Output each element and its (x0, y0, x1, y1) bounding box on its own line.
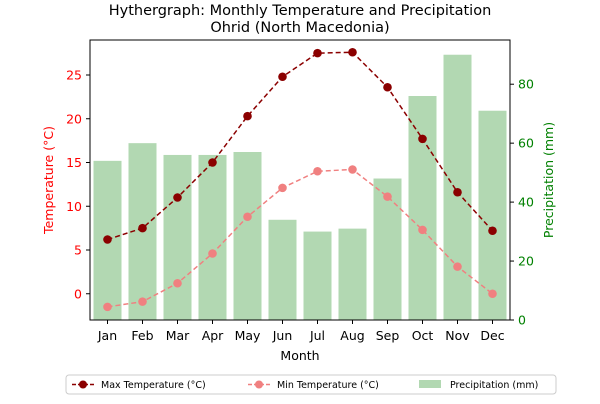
legend-min-temp-marker (255, 380, 263, 389)
right-tick-label-20: 20 (518, 254, 534, 269)
max-temp-point-jan (103, 235, 112, 244)
legend-max-temp-marker (79, 380, 87, 389)
left-axis-label: Temperature (°C) (41, 126, 56, 235)
x-tick-label-may: May (235, 328, 261, 343)
min-temp-point-may (243, 212, 252, 222)
precip-bar-aug (338, 228, 367, 320)
max-temp-point-feb (138, 223, 147, 233)
min-temp-point-nov (453, 262, 462, 271)
max-temp-point-jul (313, 48, 322, 58)
right-axis-label: Precipitation (mm) (541, 122, 556, 238)
max-temp-point-dec (488, 226, 497, 236)
precip-bar-apr (198, 154, 227, 320)
max-temp-point-apr (208, 158, 217, 167)
x-tick-label-feb: Feb (131, 328, 153, 343)
precip-bar-jun (268, 219, 297, 320)
legend-item-precip: Precipitation (mm) (419, 380, 538, 391)
max-temp-point-sep (383, 82, 392, 92)
max-temp-point-jun (278, 72, 287, 82)
max-temp-line (107, 51, 494, 241)
min-temp-point-aug (348, 165, 357, 174)
legend-item-min-temp: Min Temperature (°C) (248, 380, 379, 391)
x-tick-label-jan: Jan (97, 328, 117, 343)
right-tick-label-0: 0 (518, 313, 526, 328)
min-temp-point-apr (208, 249, 217, 258)
x-tick-label-mar: Mar (166, 328, 190, 343)
min-temp-point-dec (488, 289, 497, 299)
x-tick-label-aug: Aug (340, 328, 364, 343)
x-axis-label: Month (280, 348, 319, 363)
left-tick-label-5: 5 (74, 243, 82, 258)
x-tick-label-jul: Jul (309, 328, 325, 343)
legend-precip-label: Precipitation (mm) (450, 380, 538, 391)
min-temp-point-jun (278, 183, 287, 193)
left-tick-label-25: 25 (66, 68, 82, 83)
right-tick-label-40: 40 (518, 195, 534, 210)
right-tick-label-60: 60 (518, 136, 534, 151)
plot-frame (89, 39, 511, 321)
right-tick-label-80: 80 (518, 77, 534, 92)
legend-min-temp-label: Min Temperature (°C) (277, 380, 379, 391)
left-axis: 0 5 10 15 20 25 (66, 68, 90, 301)
precip-bar-mar (163, 154, 192, 320)
min-temp-point-oct (418, 225, 427, 235)
precip-bar-may (233, 152, 262, 320)
legend-max-temp-label: Max Temperature (°C) (101, 380, 206, 391)
precip-bar-jul (303, 231, 332, 320)
x-tick-label-sep: Sep (376, 328, 400, 343)
max-temp-point-aug (348, 47, 357, 57)
left-tick-label-15: 15 (66, 155, 82, 170)
x-axis: Jan Feb Mar Apr May Jun Jul Aug Sep Oct Nov Dec (97, 320, 505, 343)
left-tick-label-10: 10 (66, 199, 82, 214)
legend-precip-swatch (419, 380, 441, 388)
max-temp-point-oct (418, 134, 427, 144)
min-temp-line (107, 168, 493, 308)
max-temp-point-may (243, 111, 252, 121)
min-temp-point-jul (313, 166, 322, 176)
min-temp-point-mar (173, 278, 182, 288)
x-tick-label-oct: Oct (412, 328, 434, 343)
left-tick-label-0: 0 (74, 286, 82, 301)
min-temp-point-sep (383, 192, 392, 201)
x-tick-label-dec: Dec (480, 328, 504, 343)
max-temp-point-nov (453, 187, 462, 197)
x-tick-label-jun: Jun (272, 328, 293, 343)
legend-item-max-temp: Max Temperature (°C) (72, 380, 206, 391)
legend-box (65, 374, 557, 395)
left-tick-label-20: 20 (66, 111, 82, 126)
chart-subtitle: Ohrid (North Macedonia) (210, 20, 389, 36)
x-tick-label-apr: Apr (202, 328, 224, 343)
precipitation-bars (93, 54, 507, 320)
legend: Max Temperature (°C) Min Temperature (°C… (65, 374, 557, 395)
precip-bar-sep (373, 178, 402, 320)
temperature-lines (103, 47, 497, 312)
max-temp-point-mar (173, 193, 182, 202)
chart-title: Hythergraph: Monthly Temperature and Pre… (109, 3, 492, 19)
x-tick-label-nov: Nov (445, 328, 470, 343)
precip-bar-nov (443, 54, 472, 320)
precip-bar-oct (408, 96, 437, 320)
precip-bar-dec (478, 110, 507, 320)
right-axis: 0 20 40 60 80 (510, 77, 534, 328)
min-temp-point-jan (103, 302, 112, 312)
min-temp-point-feb (138, 297, 147, 306)
